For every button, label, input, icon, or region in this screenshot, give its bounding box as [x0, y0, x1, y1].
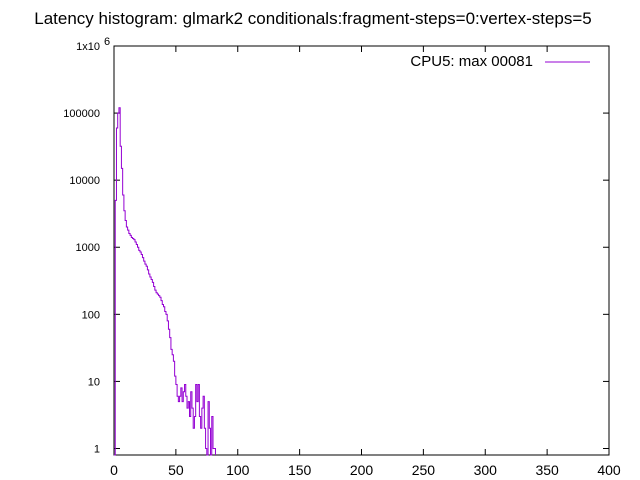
- x-tick-label: 150: [288, 462, 312, 478]
- plot-area-border: [113, 45, 610, 456]
- y-tick-label: 100: [82, 309, 100, 321]
- legend: CPU5: max 00081: [410, 53, 590, 70]
- legend-label: CPU5: max 00081: [410, 53, 533, 70]
- x-tick-label: 100: [226, 462, 250, 478]
- x-tick-label: 250: [412, 462, 436, 478]
- chart-title: Latency histogram: glmark2 conditionals:…: [34, 9, 592, 28]
- y-tick-label: 1x10: [76, 41, 100, 53]
- x-tick-label: 50: [168, 462, 184, 478]
- y-axis: 1 10 100 1000 10000 100000 1x10 6: [63, 36, 609, 455]
- x-tick-label: 0: [110, 462, 118, 478]
- series-layer: [114, 107, 216, 456]
- x-tick-label: 300: [474, 462, 498, 478]
- y-tick-label: 100000: [63, 108, 100, 120]
- y-tick-label: 10: [88, 376, 100, 388]
- y-tick-exponent: 6: [104, 36, 110, 48]
- x-tick-label: 400: [597, 462, 621, 478]
- series-line: [114, 107, 216, 456]
- x-tick-label: 350: [535, 462, 559, 478]
- x-tick-label: 200: [350, 462, 374, 478]
- y-tick-label: 1000: [76, 242, 100, 254]
- y-tick-label: 10000: [69, 175, 100, 187]
- x-axis: 0 50 100 150 200 250 300 350 400: [110, 46, 621, 478]
- y-tick-label: 1: [94, 443, 100, 455]
